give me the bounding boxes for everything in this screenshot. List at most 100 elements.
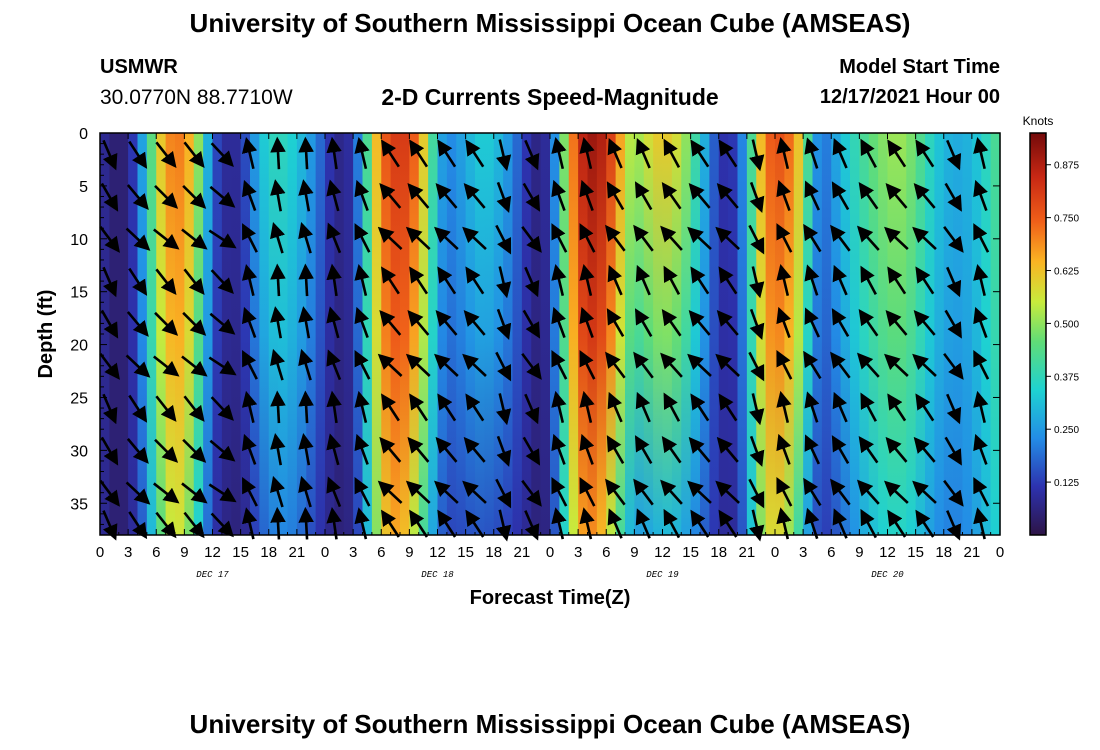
heatmap-cell	[325, 133, 335, 535]
x-tick-label: 21	[739, 544, 756, 561]
current-vector	[409, 139, 429, 168]
current-vector	[716, 309, 739, 336]
current-vector	[155, 511, 177, 539]
current-vector	[718, 509, 738, 538]
current-vector	[210, 512, 234, 538]
x-tick-label: 3	[124, 544, 132, 561]
current-vector	[776, 350, 793, 380]
heatmap-cell	[259, 133, 270, 535]
current-vector	[804, 391, 820, 423]
current-vector	[660, 479, 683, 505]
current-vector	[462, 226, 487, 250]
heatmap-cell	[315, 133, 326, 535]
current-vector	[381, 139, 400, 168]
current-vector	[270, 390, 286, 424]
x-tick-label: 18	[935, 544, 952, 561]
heatmap-cell	[193, 133, 204, 535]
y-tick-label: 10	[70, 232, 88, 249]
current-vector	[298, 179, 314, 212]
heatmap-cell	[475, 133, 485, 535]
current-vector	[579, 179, 595, 212]
current-vectors	[99, 136, 990, 542]
current-vector	[524, 393, 540, 425]
x-tick-label: 0	[546, 544, 554, 561]
current-vector	[354, 179, 370, 212]
current-vector	[803, 223, 822, 253]
x-tick-label: 9	[180, 544, 188, 561]
heatmap-cell	[906, 133, 917, 535]
colorbar-tick-label: 0.250	[1054, 425, 1079, 436]
heatmap-cell	[146, 133, 157, 535]
footer-title: University of Southern Mississippi Ocean…	[189, 709, 911, 739]
current-vector	[633, 224, 654, 252]
current-vector	[181, 355, 208, 377]
current-vector	[776, 433, 792, 465]
current-vector	[495, 509, 512, 542]
current-vector	[155, 268, 177, 295]
current-vector	[973, 476, 990, 507]
current-vector	[607, 391, 623, 423]
current-vector	[803, 350, 822, 380]
current-vector	[102, 393, 118, 425]
current-vector	[663, 138, 681, 168]
current-vector	[126, 184, 149, 210]
heatmap-cell	[390, 133, 401, 535]
day-label: DEC 17	[196, 570, 229, 580]
current-vector	[690, 393, 710, 422]
current-vector	[153, 228, 180, 250]
current-vector	[405, 480, 431, 504]
x-tick-label: 0	[321, 544, 329, 561]
heatmap-cell	[868, 133, 879, 535]
current-vector	[634, 181, 653, 211]
current-vector	[208, 356, 237, 376]
current-vector	[409, 266, 429, 295]
heatmap-cell	[990, 133, 1001, 535]
heatmap-cell	[971, 133, 982, 535]
current-vector	[776, 223, 793, 253]
current-vector	[354, 263, 370, 297]
heatmap-cell	[625, 133, 635, 535]
current-vector	[126, 438, 149, 464]
current-vector	[270, 475, 286, 508]
current-vector	[915, 509, 935, 538]
current-vector	[435, 436, 458, 463]
current-vector	[326, 179, 342, 212]
current-vector	[884, 353, 909, 377]
x-tick-label: 15	[907, 544, 924, 561]
station-coordinates: 30.0770N 88.7710W	[100, 86, 293, 109]
current-vector	[381, 266, 400, 295]
chart-subtitle: 2-D Currents Speed-Magnitude	[381, 84, 719, 110]
current-vector	[860, 508, 877, 539]
current-vector	[379, 309, 402, 336]
current-vector	[463, 309, 486, 336]
heatmap-cell	[887, 133, 898, 535]
colorbar: 0.125 0.250 0.375 0.500 0.625 0.750 0.875	[1029, 132, 1079, 536]
current-vector	[804, 434, 821, 465]
day-label: DEC 20	[871, 570, 904, 580]
heatmap-cell	[681, 133, 692, 535]
heatmap-cell	[850, 133, 860, 535]
x-tick-label: 12	[654, 544, 671, 561]
heatmap-cell	[278, 133, 289, 535]
current-vector	[405, 353, 431, 377]
current-vector	[210, 269, 234, 294]
heatmap-cell	[540, 133, 551, 535]
heatmap-cell	[418, 133, 429, 535]
current-vector	[354, 137, 370, 170]
heatmap-cell	[653, 133, 664, 535]
current-vector	[298, 433, 314, 466]
current-vector	[128, 267, 148, 296]
current-vector	[209, 312, 236, 335]
current-vector	[687, 353, 712, 377]
heatmap-cell	[446, 133, 457, 535]
current-vector	[241, 433, 257, 465]
heatmap-cell	[409, 133, 420, 535]
heatmap-cell	[700, 133, 710, 535]
current-vector	[748, 224, 765, 255]
current-vector	[885, 309, 908, 336]
current-vector	[435, 309, 458, 336]
current-vector	[973, 306, 988, 338]
current-vector	[831, 181, 850, 211]
current-vector	[831, 308, 850, 338]
current-vector	[521, 352, 542, 380]
